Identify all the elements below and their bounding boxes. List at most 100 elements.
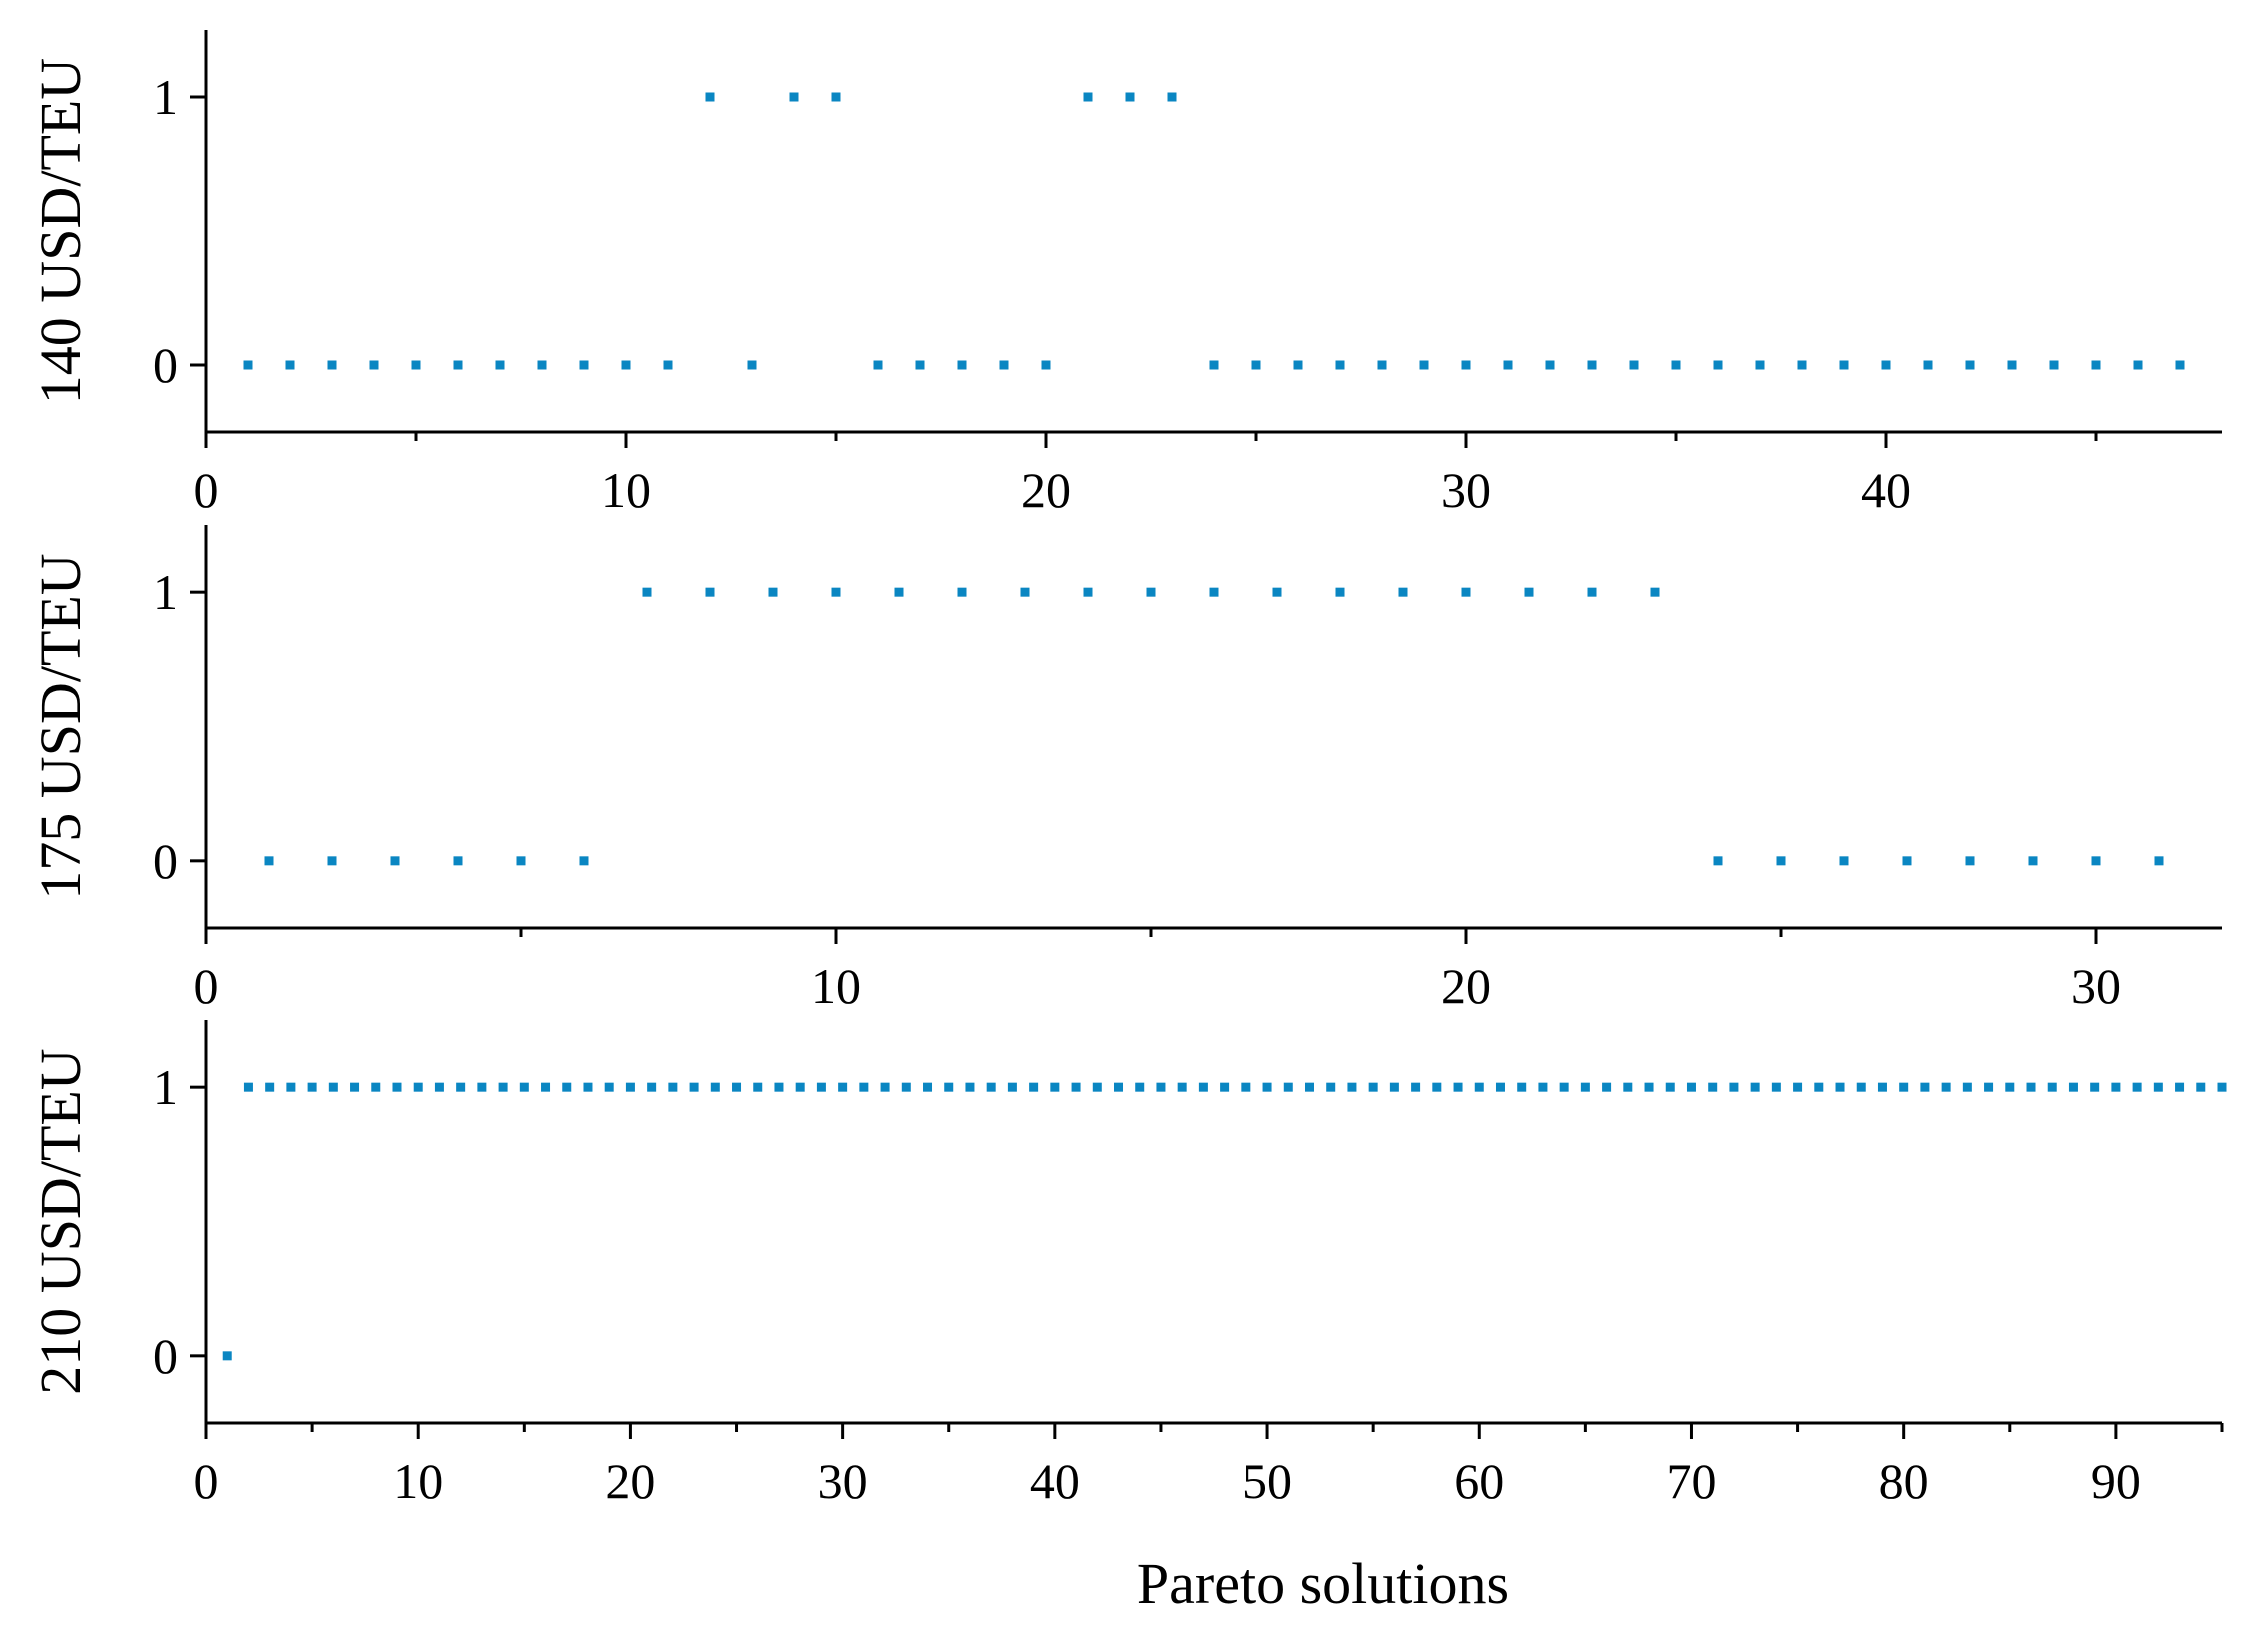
panel-3-data-point (350, 1082, 360, 1092)
panel-3-data-point (1941, 1082, 1951, 1092)
panel-3-data-point (1771, 1082, 1781, 1092)
panel-3-data-point (1899, 1082, 1909, 1092)
panel-2-data-point (453, 856, 463, 866)
panel-2-data-point (1146, 587, 1156, 597)
panel-3-data-point (1708, 1082, 1718, 1092)
panel-3-data-point (2175, 1082, 2185, 1092)
panel-2-data-point (2091, 856, 2101, 866)
panel-1-data-point (621, 360, 631, 370)
panel-1-x-tick-label: 10 (601, 462, 651, 518)
panel-1-data-point (243, 360, 253, 370)
panel-3-y-tick-label: 0 (153, 1328, 178, 1384)
panel-3-data-point (710, 1082, 720, 1092)
panel-1-data-point (873, 360, 883, 370)
panel-2-data-point (894, 587, 904, 597)
panel-3-data-point (1389, 1082, 1399, 1092)
panel-2-data-point (2028, 856, 2038, 866)
panel-1-data-point (369, 360, 379, 370)
panel-1-data-point (1335, 360, 1345, 370)
panel-3-y-tick-label: 1 (153, 1059, 178, 1115)
panel-1-data-point (1629, 360, 1639, 370)
panel-3-data-point (1602, 1082, 1612, 1092)
panel-2-x-tick-label: 30 (2071, 958, 2121, 1014)
panel-1-data-point (2049, 360, 2059, 370)
panel-3-data-point (222, 1351, 232, 1361)
panel-3-data-point (2090, 1082, 2100, 1092)
panel-1-data-point (1251, 360, 1261, 370)
panel-1-data-point (1125, 92, 1135, 102)
panel-1-data-point (453, 360, 463, 370)
panel-2-data-point (1461, 587, 1471, 597)
panel-1-data-point (495, 360, 505, 370)
panel-1-data-point (789, 92, 799, 102)
panel-3-data-point (2111, 1082, 2121, 1092)
panel-2-y-tick-label: 0 (153, 833, 178, 889)
panel-2-data-point (2154, 856, 2164, 866)
panel-1-data-point (1545, 360, 1555, 370)
panel-3-data-point (456, 1082, 466, 1092)
panel-1-data-point (1209, 360, 1219, 370)
panel-2-data-point (1776, 856, 1786, 866)
panel-2-x-tick-label: 0 (194, 958, 219, 1014)
panel-3-data-point (1580, 1082, 1590, 1092)
panel-3-data-point (519, 1082, 529, 1092)
panel-3-data-point (1007, 1082, 1017, 1092)
panel-3-data-point (2153, 1082, 2163, 1092)
panel-3-data-point (880, 1082, 890, 1092)
panel-3-data-point (1135, 1082, 1145, 1092)
panel-3-data-point (434, 1082, 444, 1092)
panel-2-data-point (1020, 587, 1030, 597)
panel-1-data-point (1167, 92, 1177, 102)
panel-3-x-tick-label: 90 (2091, 1453, 2141, 1509)
panel-3-data-point (1686, 1082, 1696, 1092)
panel-3-data-point (1920, 1082, 1930, 1092)
panel-3-data-point (753, 1082, 763, 1092)
panel-1-data-point (1755, 360, 1765, 370)
panel-3-data-point (1347, 1082, 1357, 1092)
panel-2-data-point (390, 856, 400, 866)
panel-2-data-point (831, 587, 841, 597)
panel-2-data-point (1083, 587, 1093, 597)
panel-3-data-point (1729, 1082, 1739, 1092)
panel-1-y-axis-title: 140 USD/TEU (28, 58, 93, 404)
panel-3-data-point (371, 1082, 381, 1092)
panel-1-data-point (537, 360, 547, 370)
panel-1-data-point (579, 360, 589, 370)
panel-1-data-point (1377, 360, 1387, 370)
panel-3-data-point (328, 1082, 338, 1092)
panel-3-data-point (1856, 1082, 1866, 1092)
panel-3-data-point (816, 1082, 826, 1092)
panel-3-data-point (1538, 1082, 1548, 1092)
panel-3-data-point (1835, 1082, 1845, 1092)
panel-1-data-point (285, 360, 295, 370)
panel-1-data-point (1881, 360, 1891, 370)
panel-3-data-point (286, 1082, 296, 1092)
panel-3-data-point (1156, 1082, 1166, 1092)
panel-2-data-point (957, 587, 967, 597)
panel-3-data-point (1071, 1082, 1081, 1092)
panel-2-data-point (264, 856, 274, 866)
panel-2-data-point (642, 587, 652, 597)
panel-2-x-tick-label: 10 (811, 958, 861, 1014)
panel-1-data-point (411, 360, 421, 370)
panel-3-data-point (1495, 1082, 1505, 1092)
panel-3-x-tick-label: 30 (818, 1453, 868, 1509)
panel-3-data-point (1092, 1082, 1102, 1092)
panel-3-data-point (1793, 1082, 1803, 1092)
panel-3-data-point (986, 1082, 996, 1092)
panel-2-data-point (327, 856, 337, 866)
panel-3-data-point (732, 1082, 742, 1092)
panel-3-data-point (2196, 1082, 2206, 1092)
panel-1-data-point (1671, 360, 1681, 370)
panel-1-data-point (2133, 360, 2143, 370)
panel-3-data-point (1177, 1082, 1187, 1092)
panel-1-data-point (1713, 360, 1723, 370)
panel-2-data-point (705, 587, 715, 597)
panel-3-data-point (1432, 1082, 1442, 1092)
panel-2-data-point (1713, 856, 1723, 866)
panel-1-data-point (1041, 360, 1051, 370)
panel-1-data-point (1797, 360, 1807, 370)
